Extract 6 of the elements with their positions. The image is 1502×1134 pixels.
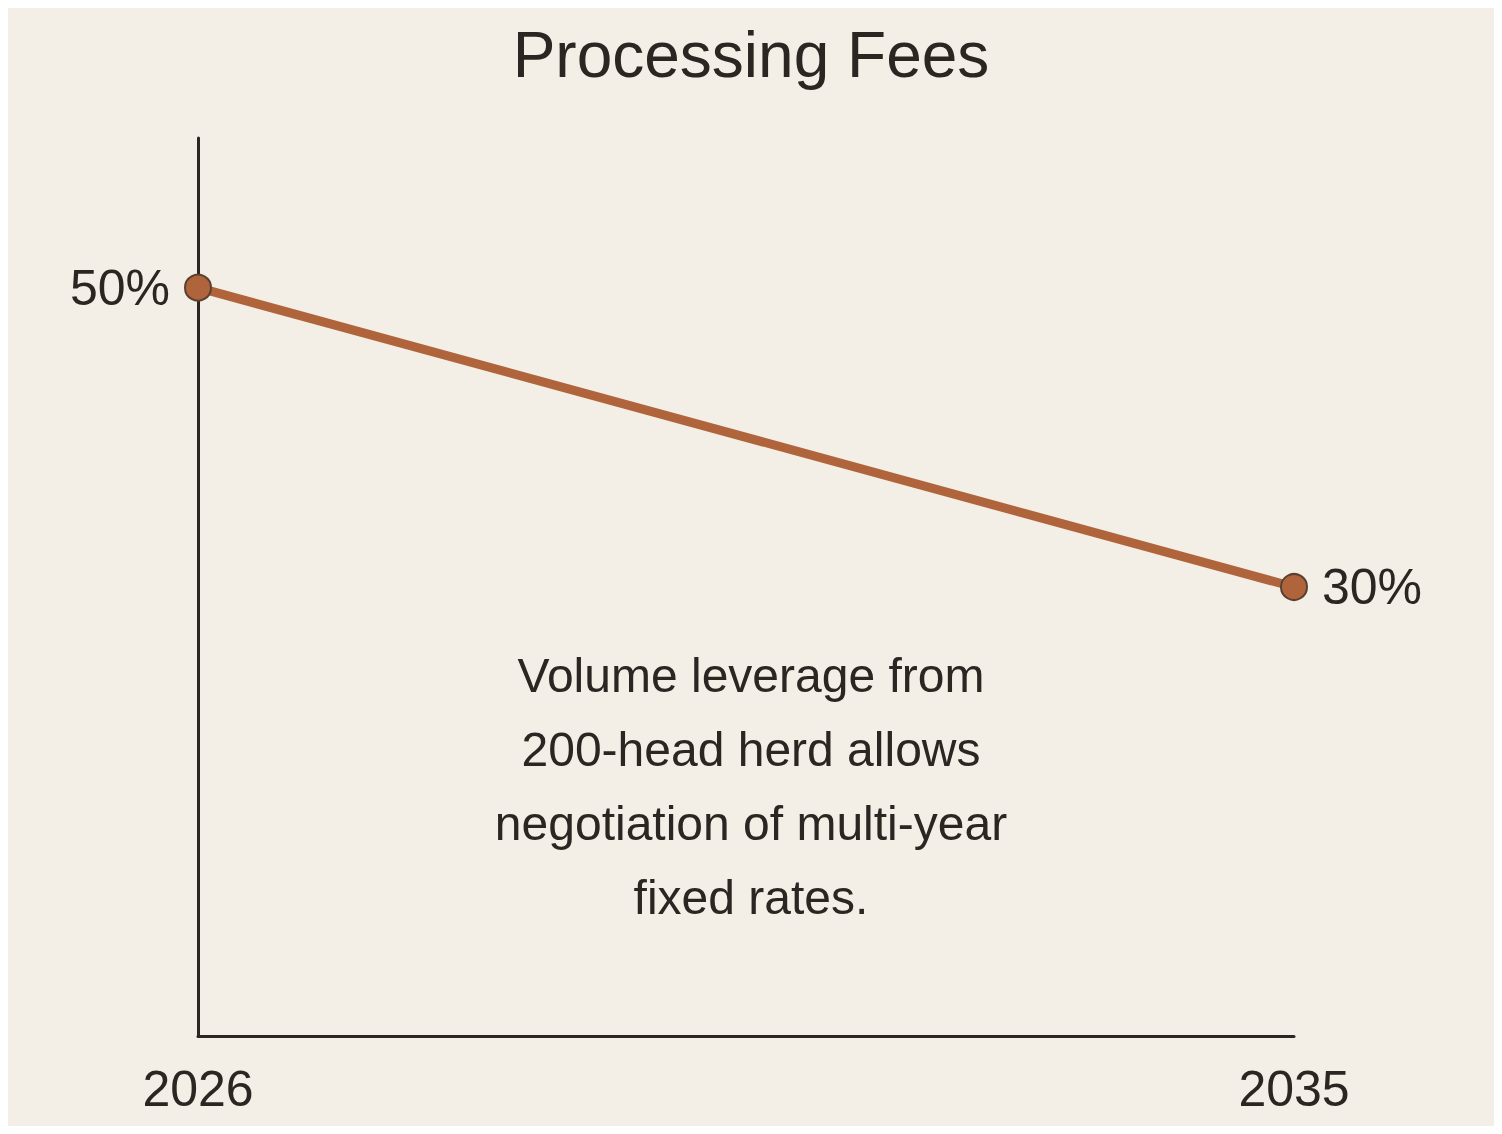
x-tick-label: 2035 bbox=[1238, 1061, 1350, 1117]
data-label: 30% bbox=[1322, 559, 1423, 615]
data-label: 50% bbox=[69, 259, 170, 316]
text: Volume leverage from 200-head herd allows negotiation of multi-year fixed rates. bbox=[494, 648, 1008, 924]
x-tick-label: 2026 bbox=[142, 1061, 254, 1117]
chart-title: Processing Fees bbox=[512, 19, 990, 91]
